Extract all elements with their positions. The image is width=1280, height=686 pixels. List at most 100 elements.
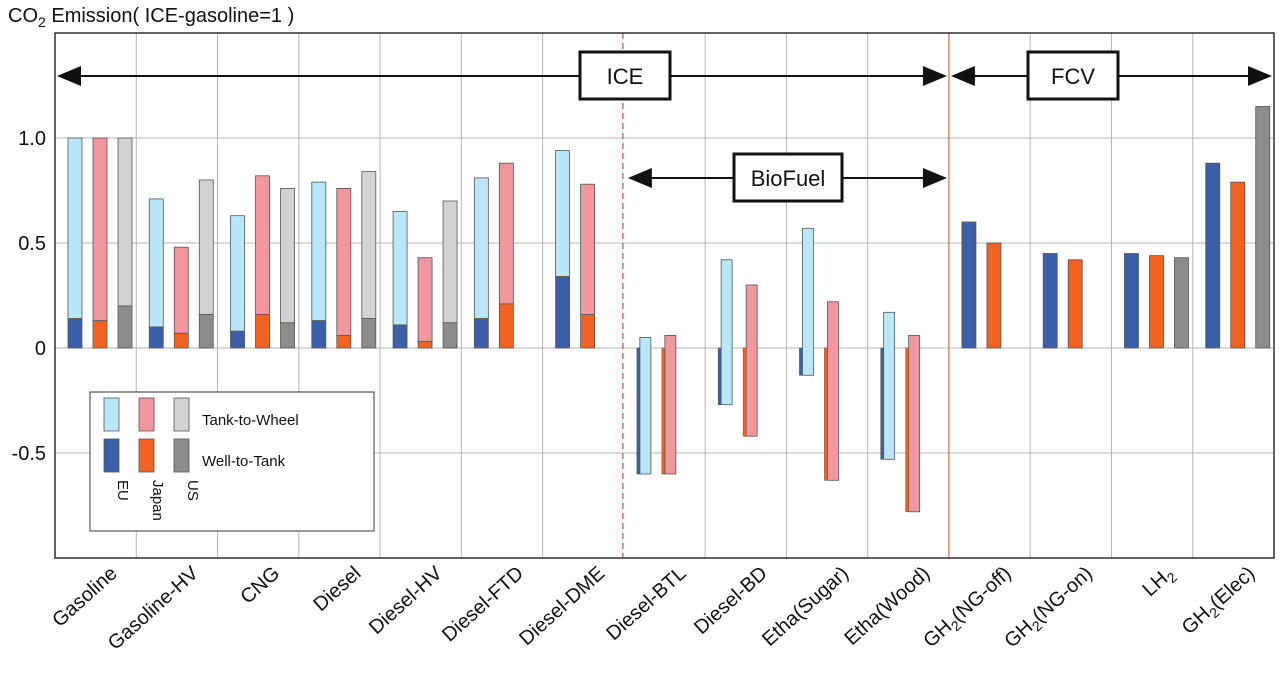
y-tick-label: 0.5: [18, 233, 46, 255]
bar-wtt-eu: [311, 320, 327, 349]
bar-wtt-japan: [1149, 255, 1164, 349]
bar-ttw-eu: [883, 311, 896, 460]
arrowhead-left-icon: [57, 66, 81, 86]
arrowhead-left-icon: [627, 168, 652, 188]
bar-ttw-us: [198, 179, 214, 315]
annotation-box: [732, 152, 844, 203]
bar-ttw-eu: [392, 211, 408, 326]
legend-frame: [89, 391, 375, 532]
x-tick-label: Diesel-HV: [365, 562, 447, 639]
x-tick-label: Etha(Sugar): [758, 562, 853, 651]
bar-ttw-japan: [255, 175, 270, 315]
bar-wtt-eu: [392, 324, 408, 349]
annotation-ice: ICE: [57, 50, 947, 101]
chart-title: CO2 Emission( ICE-gasoline=1 ): [8, 5, 294, 30]
y-tick-label: 1.0: [18, 128, 46, 150]
bar-wtt-japan: [986, 242, 1002, 349]
annotation-label: BioFuel: [751, 166, 826, 191]
legend-swatch-ttw: [173, 397, 190, 432]
annotation-label: FCV: [1051, 64, 1095, 89]
bar-ttw-us: [117, 137, 133, 307]
annotation-label: ICE: [607, 64, 644, 89]
legend-wtt-label: Well-to-Tank: [202, 453, 286, 470]
bar-wtt-japan: [417, 341, 433, 349]
annotation-biofuel: BioFuel: [627, 152, 947, 203]
bar-ttw-japan: [417, 257, 433, 343]
plot-frame: [54, 32, 1275, 559]
bar-wtt-japan: [173, 332, 189, 349]
bar-ttw-eu: [311, 181, 327, 322]
bar-wtt-us: [361, 318, 377, 349]
bar-ttw-eu: [639, 337, 652, 475]
bar-ttw-japan: [908, 334, 921, 513]
bar-wtt-eu: [799, 347, 803, 376]
arrowhead-right-icon: [1248, 66, 1272, 86]
legend-box: EU Japan US Tank-to-Wheel Well-to-Tank: [89, 391, 375, 532]
bar-wtt-japan: [336, 334, 352, 349]
bar-wtt-eu: [961, 221, 977, 349]
bar-ttw-eu: [148, 198, 164, 328]
bar-ttw-eu: [802, 227, 814, 376]
bar-ttw-japan: [498, 162, 514, 305]
bar-wtt-japan: [255, 313, 270, 349]
bar-ttw-us: [280, 187, 295, 324]
bar-wtt-us: [1174, 257, 1189, 349]
bar-ttw-japan: [664, 334, 677, 475]
x-tick-label: Diesel-BTL: [602, 562, 690, 645]
bar-wtt-japan: [824, 347, 828, 481]
bar-wtt-eu: [636, 347, 641, 475]
arrowhead-right-icon: [922, 168, 947, 188]
bar-ttw-japan: [745, 284, 758, 437]
x-tick-label: Diesel: [309, 562, 365, 616]
bar-wtt-eu: [1124, 253, 1139, 349]
legend-swatch-wtt: [103, 438, 120, 473]
legend-region-label: US: [184, 480, 201, 501]
arrowhead-left-icon: [950, 66, 975, 86]
bar-ttw-eu: [67, 137, 83, 320]
x-tick-label: Diesel-BD: [690, 562, 772, 639]
bar-wtt-japan: [661, 347, 666, 475]
annotation-box: [578, 50, 672, 101]
bar-ttw-eu: [473, 177, 489, 319]
bar-ttw-us: [442, 200, 458, 324]
bar-wtt-eu: [880, 347, 884, 460]
bar-wtt-eu: [1205, 162, 1221, 349]
bar-ttw-eu: [555, 150, 570, 278]
bar-wtt-eu: [230, 330, 245, 349]
bar-wtt-us: [198, 313, 214, 349]
range-annotations: ICE BioFuel FCV: [57, 50, 1272, 203]
bar-wtt-us: [117, 305, 133, 349]
bar-wtt-japan: [498, 303, 514, 349]
legend-swatch-ttw: [103, 397, 120, 432]
bar-ttw-eu: [720, 259, 733, 406]
bar-wtt-japan: [92, 320, 108, 349]
legend-region-label: Japan: [149, 480, 166, 521]
bar-ttw-japan: [580, 183, 595, 315]
x-tick-label: Diesel-DME: [515, 562, 609, 650]
x-tick-label: GH2(NG-on): [1000, 562, 1098, 654]
bar-wtt-japan: [1067, 259, 1083, 349]
bar-ttw-us: [361, 171, 377, 320]
bar-wtt-eu: [717, 347, 722, 405]
bar-wtt-japan: [905, 347, 909, 513]
y-tick-label: 0: [35, 338, 46, 360]
legend-swatch-wtt: [173, 438, 190, 473]
bar-wtt-us: [280, 322, 295, 349]
legend-region-label: EU: [114, 480, 131, 501]
bar-wtt-eu: [555, 276, 570, 349]
annotation-fcv: FCV: [950, 50, 1272, 101]
bar-wtt-eu: [473, 318, 489, 349]
bar-wtt-japan: [742, 347, 747, 437]
y-tick-label: -0.5: [12, 443, 46, 465]
bar-groups: [67, 106, 1271, 513]
arrowhead-right-icon: [922, 66, 947, 86]
bar-ttw-eu: [230, 215, 245, 332]
x-tick-label: GH2(Elec): [1178, 562, 1262, 641]
x-tick-label: GH2(NG-off): [919, 562, 1017, 654]
bar-wtt-eu: [67, 318, 83, 349]
legend: EU Japan US Tank-to-Wheel Well-to-Tank: [89, 391, 375, 532]
bar-ttw-japan: [92, 137, 108, 322]
x-tick-label: Gasoline: [48, 562, 121, 631]
bar-wtt-japan: [1230, 181, 1246, 349]
